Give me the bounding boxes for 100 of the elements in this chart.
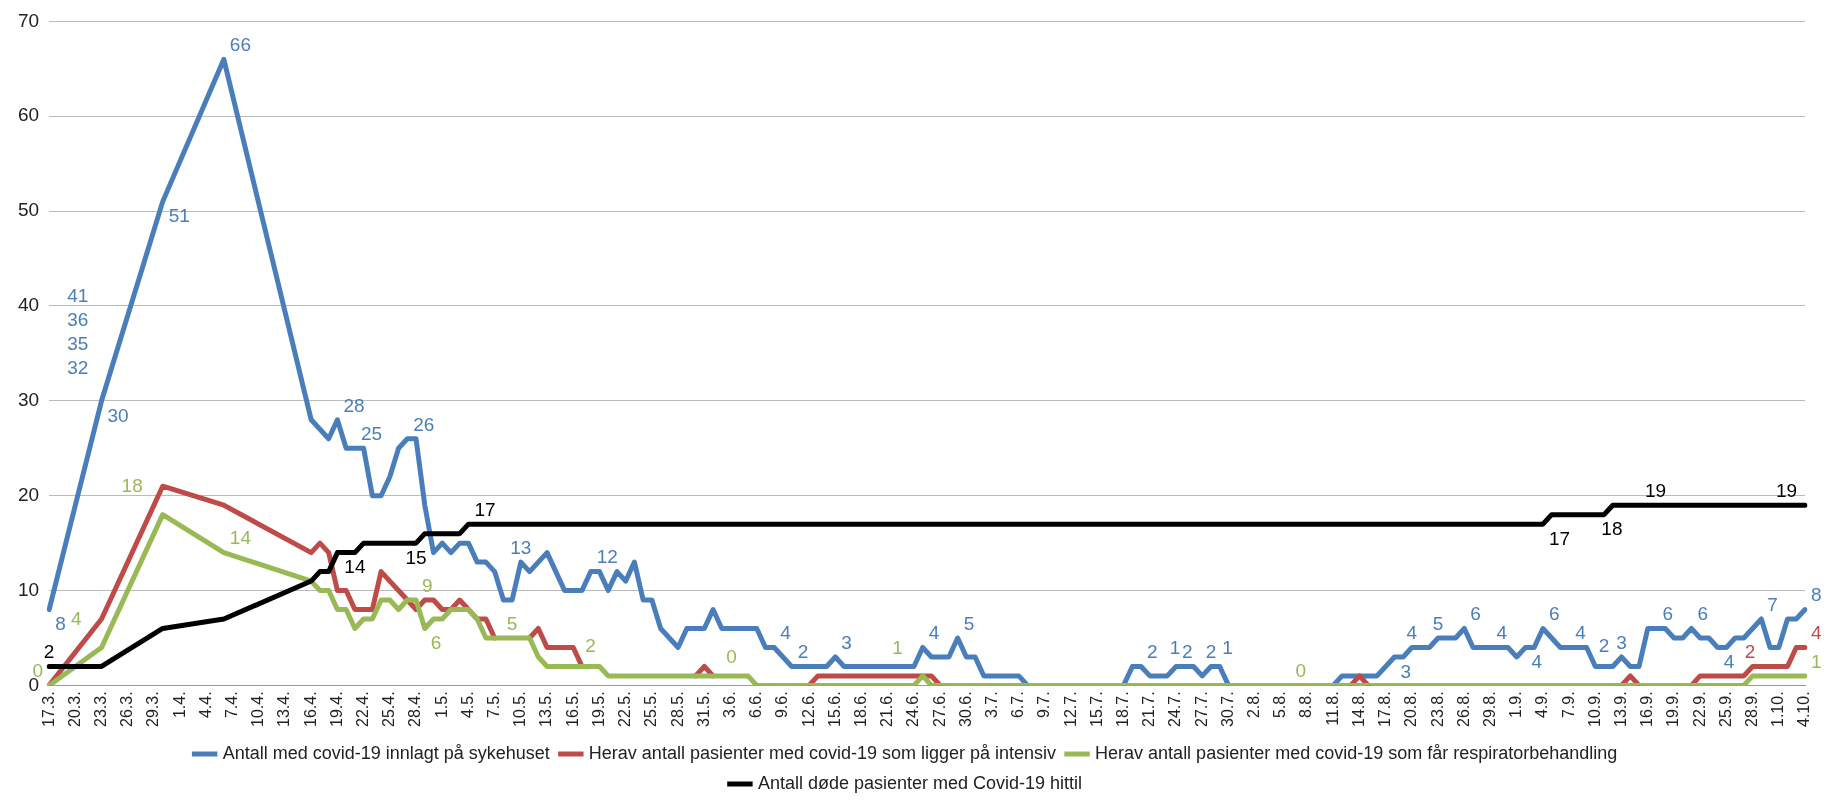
x-tick-label: 19.9.: [1664, 691, 1682, 728]
x-tick-label: 1.9.: [1507, 691, 1525, 719]
data-label: 12: [596, 546, 618, 568]
x-tick-label: 29.8.: [1480, 691, 1498, 728]
x-tick-label: 29.3.: [144, 691, 162, 728]
y-tick-label: 60: [17, 104, 40, 126]
x-tick-label: 7.5.: [485, 691, 503, 719]
y-tick-label: 20: [17, 483, 40, 505]
x-tick-label: 18.7.: [1114, 691, 1132, 728]
x-tick-label: 26.8.: [1454, 691, 1472, 728]
legend-label: Antall døde pasienter med Covid-19 hittil: [757, 772, 1083, 793]
data-label: 9: [422, 574, 433, 596]
x-tick-label: 2.8.: [1245, 691, 1263, 719]
x-tick-label: 18.6.: [851, 691, 869, 728]
x-tick-label: 4.10.: [1795, 691, 1813, 728]
data-label: 6: [430, 632, 442, 654]
x-tick-label: 28.5.: [668, 691, 686, 728]
data-label: 13: [510, 536, 532, 558]
x-tick-label: 7.4.: [222, 691, 240, 719]
data-label: 2: [1147, 641, 1158, 663]
x-tick-label: 3.7.: [982, 691, 1000, 719]
x-tick-label: 22.4.: [354, 691, 372, 728]
data-label: 14: [229, 527, 252, 549]
x-tick-label: 25.9.: [1716, 691, 1734, 728]
data-label: 2: [1205, 641, 1217, 663]
data-label: 5: [963, 612, 975, 634]
x-tick-label: 19.4.: [327, 691, 345, 728]
data-label: 18: [1601, 518, 1623, 540]
x-tick-label: 30.6.: [956, 691, 974, 728]
data-label: 28: [343, 394, 365, 416]
x-tick-label: 3.6.: [720, 691, 738, 719]
data-label: 17: [1548, 527, 1571, 549]
x-tick-label: 22.9.: [1690, 691, 1708, 728]
data-label: 3: [841, 631, 852, 653]
x-tick-label: 16.4.: [301, 691, 319, 728]
data-label: 4: [1575, 622, 1587, 644]
data-label: 2: [1598, 635, 1610, 657]
data-label: 1: [892, 636, 903, 658]
x-tick-label: 31.5.: [694, 691, 712, 728]
data-label: 2: [797, 641, 809, 663]
data-label: 8: [55, 613, 66, 635]
data-label: 0: [1295, 660, 1307, 682]
x-tick-label: 17.3.: [39, 691, 57, 728]
x-tick-label: 17.8.: [1376, 691, 1394, 728]
data-label: 6: [1470, 603, 1481, 625]
data-label: 19: [1645, 479, 1667, 501]
x-tick-label: 19.5.: [589, 691, 607, 728]
x-tick-label: 7.9.: [1559, 691, 1577, 719]
x-tick-label: 6.6.: [747, 691, 765, 719]
data-label: 3: [1616, 631, 1627, 653]
data-label: 2: [585, 635, 596, 657]
x-tick-label: 1.4.: [170, 691, 188, 719]
data-label: 26: [413, 413, 435, 435]
data-label: 1: [1169, 636, 1181, 658]
data-label: 5: [506, 612, 518, 634]
data-label: 0: [726, 646, 737, 668]
data-label: 4: [1496, 622, 1508, 644]
x-tick-label: 27.6.: [930, 691, 948, 728]
x-tick-label: 15.6.: [825, 691, 843, 728]
y-tick-label: 10: [17, 578, 40, 600]
data-label: 2: [43, 641, 55, 663]
data-label: 4: [1406, 622, 1418, 644]
x-tick-label: 13.9.: [1611, 691, 1629, 728]
x-tick-label: 26.3.: [118, 691, 136, 728]
x-tick-label: 12.7.: [1061, 691, 1079, 728]
y-tick-label: 50: [17, 199, 40, 221]
x-tick-label: 21.7.: [1140, 691, 1158, 728]
x-tick-label: 9.7.: [1035, 691, 1053, 719]
y-tick-label: 30: [17, 389, 40, 411]
data-label: 4: [70, 608, 82, 630]
x-tick-label: 1.10.: [1769, 691, 1787, 728]
data-label: 14: [344, 556, 366, 578]
data-label: 66: [229, 34, 251, 56]
data-label: 2: [1744, 641, 1756, 663]
data-label: 6: [1697, 603, 1709, 625]
data-label: 2: [1182, 641, 1193, 663]
x-tick-label: 6.7.: [1009, 691, 1027, 719]
x-tick-label: 10.9.: [1585, 691, 1603, 728]
data-label: 4: [780, 622, 792, 644]
data-label: 25: [360, 423, 383, 444]
x-tick-label: 1.5.: [432, 691, 450, 719]
data-label: 17: [474, 498, 496, 520]
data-label: 19: [1776, 479, 1798, 501]
x-tick-label: 9.6.: [773, 691, 791, 719]
y-tick-label: 40: [17, 294, 40, 316]
x-tick-label: 20.8.: [1402, 691, 1420, 728]
x-tick-label: 8.8.: [1297, 691, 1315, 719]
data-label: 5: [1432, 612, 1444, 634]
x-tick-label: 28.9.: [1742, 691, 1760, 728]
data-label: 4: [1531, 651, 1543, 673]
data-label: 18: [121, 475, 143, 497]
x-tick-label: 4.9.: [1533, 691, 1551, 719]
x-tick-label: 14.8.: [1349, 691, 1367, 728]
x-tick-label: 25.4.: [380, 691, 398, 728]
legend-label: Antall med covid-19 innlagt på sykehuset: [222, 742, 550, 763]
data-label: 8: [1811, 584, 1822, 606]
x-tick-label: 12.6.: [799, 691, 817, 728]
y-tick-label: 70: [17, 9, 40, 31]
annotation: 35: [67, 332, 89, 354]
x-tick-label: 4.5.: [458, 691, 476, 719]
